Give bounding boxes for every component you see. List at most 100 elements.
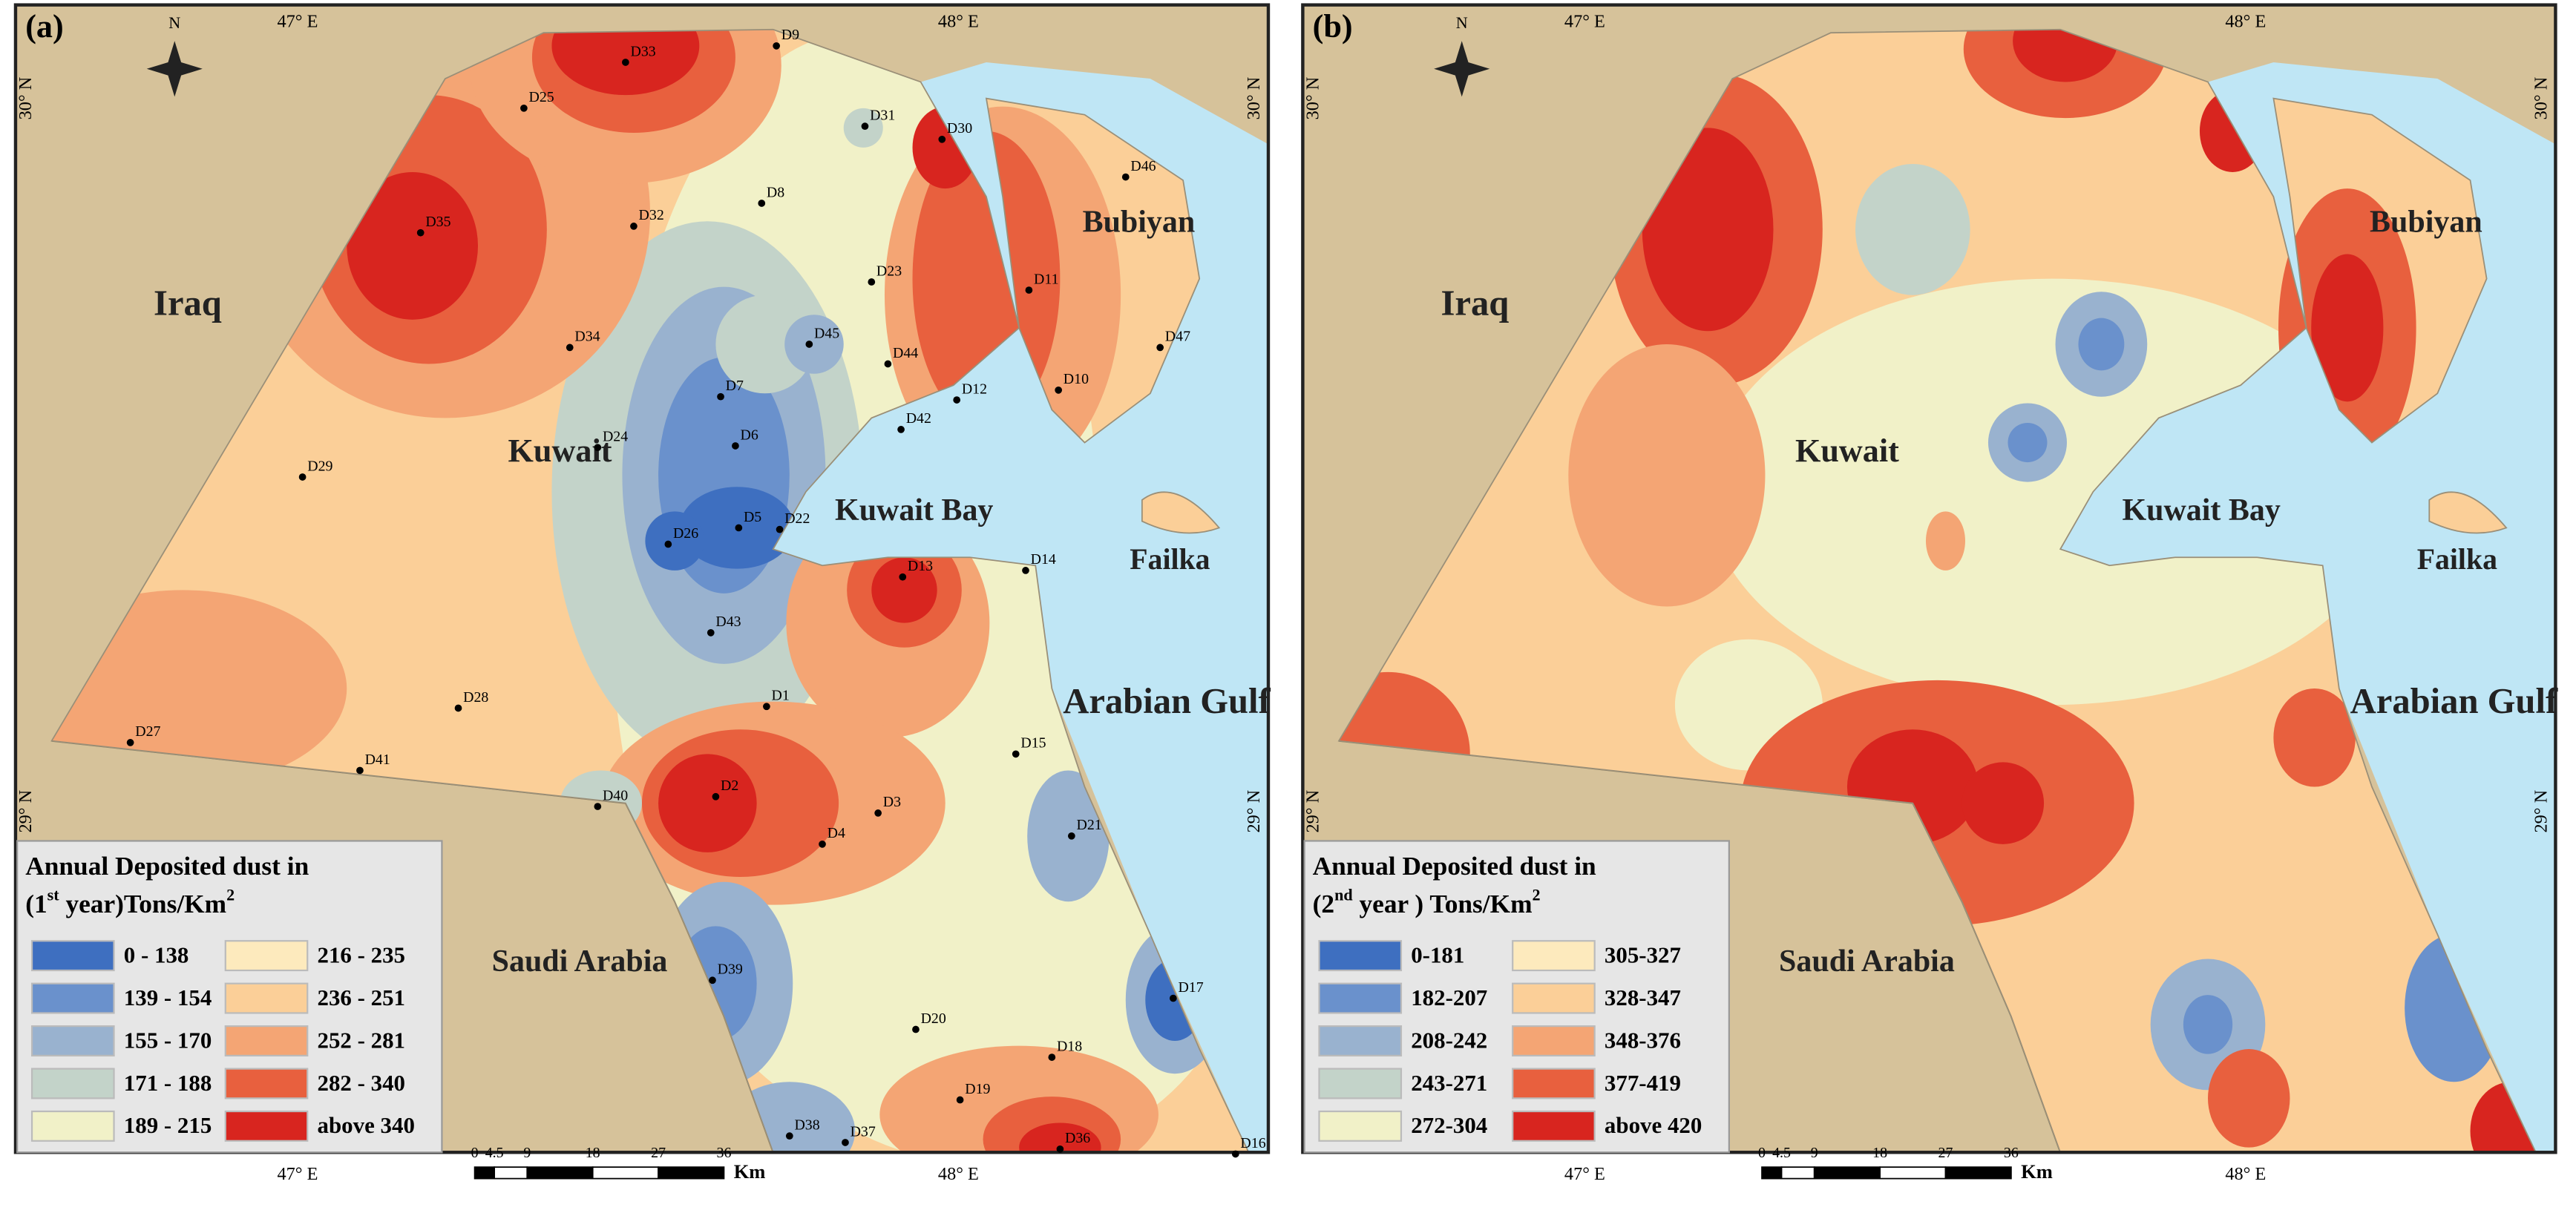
latitude-label: 30° N <box>16 77 36 120</box>
legend-swatch <box>1512 1068 1596 1099</box>
legend-swatch <box>1318 1025 1403 1056</box>
station-label: D27 <box>135 723 160 740</box>
place-label: Kuwait <box>1795 433 1899 469</box>
station-point <box>956 1096 964 1104</box>
scale-bar-segment <box>1761 1166 1783 1180</box>
legend-item-label: 282 - 340 <box>318 1070 406 1096</box>
contour-zone <box>1855 163 1970 295</box>
station-point <box>1048 1053 1056 1061</box>
legend-swatch <box>1512 982 1596 1014</box>
legend-swatch <box>224 1068 309 1099</box>
contour-zone <box>551 29 700 96</box>
station-point <box>732 442 739 450</box>
station-point <box>1055 386 1063 394</box>
map-panel: (b) N 47° E 47° E 48° E 48° E 30° N 30° N 29° N 2… <box>1301 3 2558 1184</box>
legend-swatch <box>1512 940 1596 972</box>
station-label: D25 <box>529 89 554 105</box>
station-point <box>819 841 826 848</box>
station-label: D39 <box>718 961 743 978</box>
legend-swatch <box>30 1068 115 1099</box>
legend-item-label: 208-242 <box>1411 1027 1487 1053</box>
legend-swatch <box>1318 1110 1403 1142</box>
map-panel: (a) N 47° E 47° E 48° E 48° E 30° N 30° N 29° N 2… <box>13 3 1271 1184</box>
station-label: D2 <box>721 778 738 794</box>
legend-title: Annual Deposited dust in <box>1313 851 1596 881</box>
station-label: D42 <box>906 410 931 427</box>
contour-zone <box>347 171 479 320</box>
station-label: D20 <box>921 1010 946 1027</box>
legend-subtitle-part: year)Tons/Km <box>59 889 227 918</box>
scale-bar-segment <box>1944 1166 2012 1180</box>
station-point <box>897 426 905 433</box>
station-label: D11 <box>1034 271 1059 287</box>
station-point <box>899 573 907 581</box>
place-label: Saudi Arabia <box>1779 944 1955 979</box>
station-label: D37 <box>851 1123 876 1140</box>
station-point <box>1169 994 1177 1002</box>
legend-subtitle-part: nd <box>1334 886 1353 904</box>
station-label: D22 <box>784 510 810 527</box>
station-point <box>1022 567 1029 574</box>
latitude-label: 30° N <box>2531 77 2551 120</box>
legend-subtitle-part: 2 <box>226 886 235 904</box>
contour-zone <box>658 754 757 852</box>
longitude-label: 48° E <box>2225 1164 2266 1184</box>
scale-tick-label: 4.5 <box>1772 1145 1791 1161</box>
scale-tick-label: 27 <box>1938 1145 1953 1161</box>
station-point <box>1067 832 1075 840</box>
longitude-label: 47° E <box>1564 1164 1605 1184</box>
place-label: Kuwait Bay <box>835 493 993 527</box>
place-label: Failka <box>2417 543 2497 576</box>
legend-swatch <box>1318 982 1403 1014</box>
station-label: D45 <box>814 325 839 341</box>
scale-tick-label: 9 <box>1811 1145 1818 1161</box>
station-label: D18 <box>1057 1038 1082 1054</box>
contour-zone <box>2273 688 2356 787</box>
place-label: Kuwait Bay <box>2122 493 2280 527</box>
legend-subtitle: (1st year)Tons/Km2 <box>25 886 235 918</box>
station-label: D14 <box>1031 551 1056 568</box>
station-label: D1 <box>772 688 790 704</box>
north-arrow <box>1434 41 1490 97</box>
legend-item-label: 243-271 <box>1411 1070 1487 1096</box>
scale-tick-label: 27 <box>651 1145 666 1161</box>
station-point <box>763 703 770 711</box>
scale-bar-segment <box>658 1166 725 1180</box>
scale-tick-label: 36 <box>717 1145 732 1161</box>
longitude-label: 48° E <box>938 1164 979 1184</box>
contour-zone <box>871 557 937 623</box>
station-point <box>861 122 869 130</box>
legend-item-label: 377-419 <box>1605 1070 1681 1096</box>
station-label: D34 <box>574 329 600 345</box>
place-label: Arabian Gulf <box>1063 681 1271 721</box>
legend-item-label: above 340 <box>318 1112 415 1138</box>
legend-swatch <box>1512 1110 1596 1142</box>
legend-item-label: 171 - 188 <box>124 1070 212 1096</box>
station-label: D43 <box>715 614 741 630</box>
panel-frame <box>13 3 1271 1154</box>
legend-item-label: 216 - 235 <box>318 941 406 967</box>
station-label: D19 <box>965 1081 990 1097</box>
station-label: D3 <box>883 794 901 810</box>
station-point <box>884 360 892 368</box>
legend-swatch <box>30 940 115 972</box>
latitude-label: 30° N <box>1302 77 1323 120</box>
panel-label: (a) <box>25 8 64 45</box>
legend-swatch <box>1318 1068 1403 1099</box>
station-label: D17 <box>1178 979 1203 996</box>
station-label: D23 <box>876 263 902 279</box>
scale-bar-segment <box>1879 1166 1947 1180</box>
station-point <box>735 524 743 532</box>
station-label: D38 <box>794 1117 819 1133</box>
legend-item-label: above 420 <box>1605 1112 1702 1138</box>
legend-item-label: 328-347 <box>1605 984 1681 1010</box>
contour-zone <box>2208 1049 2290 1148</box>
scale-tick-label: 18 <box>1872 1145 1887 1161</box>
contour-zone <box>1568 343 1766 607</box>
station-point <box>805 341 813 348</box>
station-label: D9 <box>781 27 799 43</box>
station-label: D47 <box>1165 329 1190 345</box>
station-label: D15 <box>1020 735 1046 752</box>
station-point <box>874 809 882 817</box>
